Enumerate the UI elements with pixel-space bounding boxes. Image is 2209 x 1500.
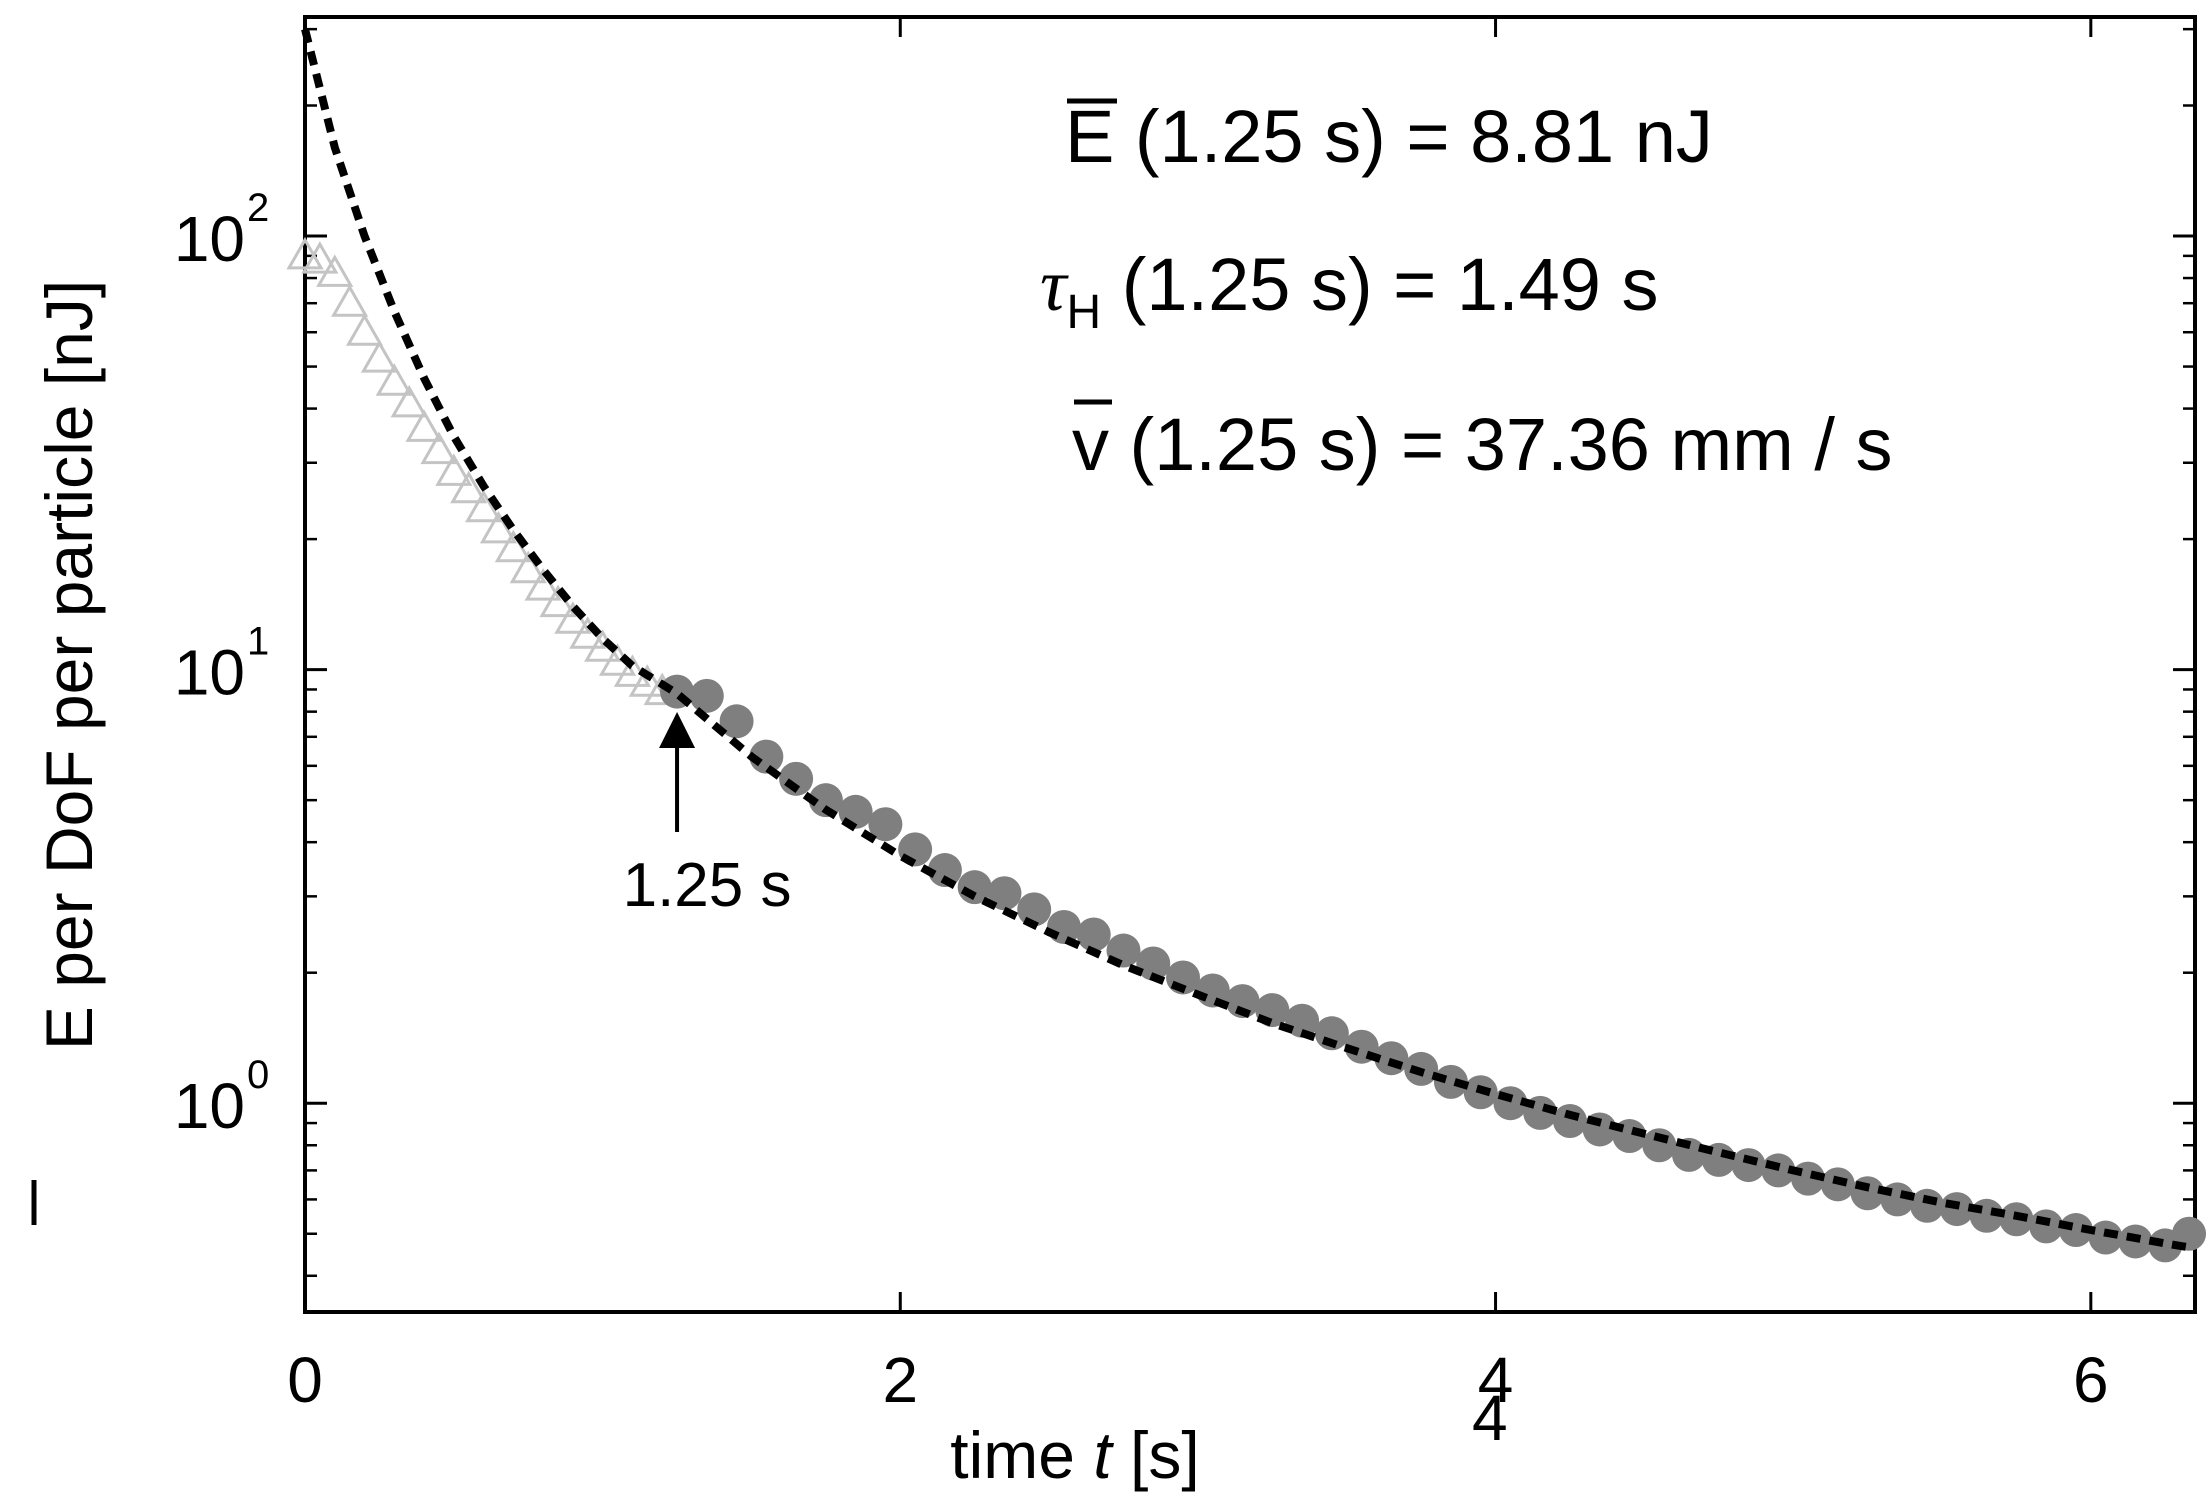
- arrow-label: 1.25 s: [623, 851, 792, 920]
- fit-curve: [301, 28, 2190, 1252]
- data-point-triangle: [316, 254, 354, 287]
- data-point-circle: [689, 678, 724, 713]
- data-point-circle: [1642, 1128, 1677, 1163]
- y-tick-label: 10 2: [174, 186, 269, 275]
- annotation-energy-symbol: E: [1065, 95, 1114, 178]
- data-point-triangle: [628, 664, 666, 697]
- annotation-energy-text: (1.25 s) = 8.81 nJ: [1114, 95, 1713, 178]
- annotation-tau: τH (1.25 s) = 1.49 s: [1040, 243, 1659, 339]
- data-point-circle: [868, 807, 903, 842]
- data-point-triangle: [464, 489, 503, 523]
- data-point-circle: [987, 876, 1022, 911]
- annotation-velocity-symbol: v: [1072, 403, 1109, 486]
- arrow-head: [659, 712, 696, 748]
- data-point-circle: [1433, 1064, 1468, 1099]
- x-tick-label: 0: [287, 1344, 323, 1416]
- annotation-tau-subscript: H: [1067, 286, 1102, 339]
- data-point-triangle: [509, 550, 547, 584]
- data-point-triangle: [479, 510, 518, 544]
- annotation-energy: E (1.25 s) = 8.81 nJ: [1065, 95, 1713, 178]
- data-point-circle: [1136, 946, 1171, 981]
- data-point-triangle: [301, 241, 339, 274]
- y-tick-label-base: 10: [174, 1070, 245, 1142]
- data-point-triangle: [375, 363, 413, 396]
- data-point-circle: [719, 704, 754, 739]
- data-point-triangle: [450, 470, 488, 504]
- y-tick-label-base: 10: [174, 637, 245, 709]
- plot-frame: [303, 15, 2197, 1314]
- annotation-velocity: v (1.25 s) = 37.36 mm / s: [1072, 403, 1892, 486]
- x-axis-label-variable: t: [1093, 1418, 1114, 1492]
- x-tick-label: 4: [1478, 1344, 1514, 1416]
- y-tick-label: 10 1: [174, 620, 269, 709]
- data-point-circle: [1225, 984, 1260, 1019]
- y-tick-label: 10 0: [174, 1053, 269, 1142]
- data-point-triangle: [331, 284, 369, 317]
- y-tick-label-exponent: 2: [247, 186, 269, 230]
- arrow-annotation: 1.25 s: [623, 712, 792, 920]
- data-point-circle: [808, 783, 843, 818]
- data-point-circle: [1731, 1148, 1766, 1183]
- x-tick-label: 6: [2073, 1344, 2109, 1416]
- annotation-block: E (1.25 s) = 8.81 nJ τH (1.25 s) = 1.49 …: [1040, 95, 1892, 486]
- data-point-circle: [1285, 1003, 1320, 1038]
- data-point-triangle: [390, 384, 428, 418]
- data-point-triangle: [524, 568, 562, 601]
- data-point-circle: [2029, 1209, 2064, 1244]
- data-point-triangle: [405, 409, 443, 442]
- data-point-triangle: [420, 431, 458, 465]
- data-point-triangle: [360, 340, 398, 373]
- data-point-circle: [1552, 1103, 1587, 1138]
- data-point-circle: [1910, 1188, 1945, 1223]
- y-axis-label: E per DoF per particle [nJ]: [31, 280, 106, 1225]
- y-tick-label-base: 10: [174, 203, 245, 275]
- data-point-circle: [1076, 917, 1111, 952]
- y-axis-label-rest: per DoF per particle [nJ]: [32, 280, 106, 1006]
- annotation-velocity-text: (1.25 s) = 37.36 mm / s: [1109, 403, 1892, 486]
- data-point-circle: [1046, 909, 1081, 944]
- x-axis-label: time t [s]: [950, 1418, 1199, 1492]
- y-tick-label-exponent: 1: [247, 620, 269, 664]
- data-point-triangle: [345, 313, 384, 346]
- y-axis-label-text: E per DoF per particle [nJ]: [32, 280, 106, 1050]
- data-point-circle: [927, 853, 962, 888]
- x-axis-stray-label: 4: [1472, 1382, 1508, 1454]
- y-axis-label-symbol: E: [32, 1006, 106, 1050]
- annotation-tau-symbol: τ: [1040, 245, 1069, 327]
- y-tick-label-exponent: 0: [247, 1053, 269, 1097]
- x-axis-label-prefix: time: [950, 1418, 1093, 1492]
- annotation-tau-text: (1.25 s) = 1.49 s: [1101, 243, 1658, 326]
- x-axis-label-suffix: [s]: [1112, 1418, 1200, 1492]
- data-point-triangle: [435, 453, 473, 486]
- data-point-circle: [2088, 1220, 2123, 1255]
- x-tick-label: 2: [882, 1344, 918, 1416]
